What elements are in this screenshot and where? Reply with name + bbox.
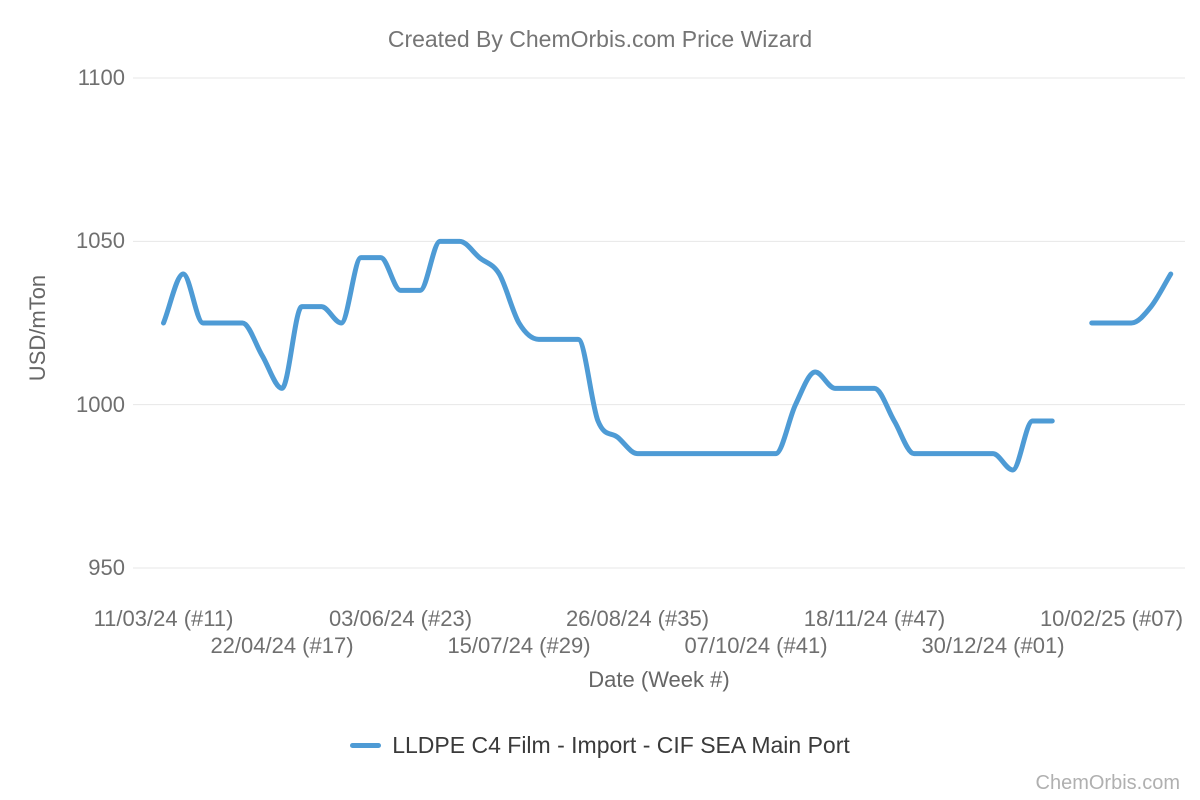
x-tick-label: 18/11/24 (#47) <box>803 606 946 631</box>
y-tick-label: 1050 <box>76 228 125 254</box>
x-tick-label: 15/07/24 (#29) <box>447 633 591 658</box>
legend-line-swatch <box>350 743 382 748</box>
y-tick-label: 950 <box>88 555 125 580</box>
legend-label: LLDPE C4 Film - Import - CIF SEA Main Po… <box>392 732 850 758</box>
x-tick-label: 03/06/24 (#23) <box>328 606 473 631</box>
x-tick-label: 26/08/24 (#35) <box>565 606 710 631</box>
series-line-lldpe <box>161 238 1055 473</box>
chemorbis-watermark: ChemOrbis.com <box>1035 772 1180 794</box>
y-axis-title: USD/mTon <box>25 274 50 382</box>
legend-item-lldpe[interactable]: LLDPE C4 Film - Import - CIF SEA Main Po… <box>350 732 850 759</box>
y-tick-label: 1100 <box>77 65 125 90</box>
x-tick-label: 30/12/24 (#01) <box>921 633 1065 658</box>
x-tick-label: 11/03/24 (#11) <box>93 606 234 631</box>
series-line-lldpe <box>1089 271 1174 326</box>
grid-layer <box>133 77 1185 569</box>
y-tick-label: 1000 <box>76 391 125 417</box>
x-tick-label: 07/10/24 (#41) <box>684 633 828 658</box>
x-tick-label: 22/04/24 (#17) <box>210 633 354 658</box>
line-layer <box>161 238 1174 473</box>
x-tick-label: 10/02/25 (#07) <box>1039 606 1184 631</box>
x-axis-title: Date (Week #) <box>588 667 730 692</box>
chart-title: Created By ChemOrbis.com Price Wizard <box>387 26 813 52</box>
legend: LLDPE C4 Film - Import - CIF SEA Main Po… <box>0 732 1200 759</box>
